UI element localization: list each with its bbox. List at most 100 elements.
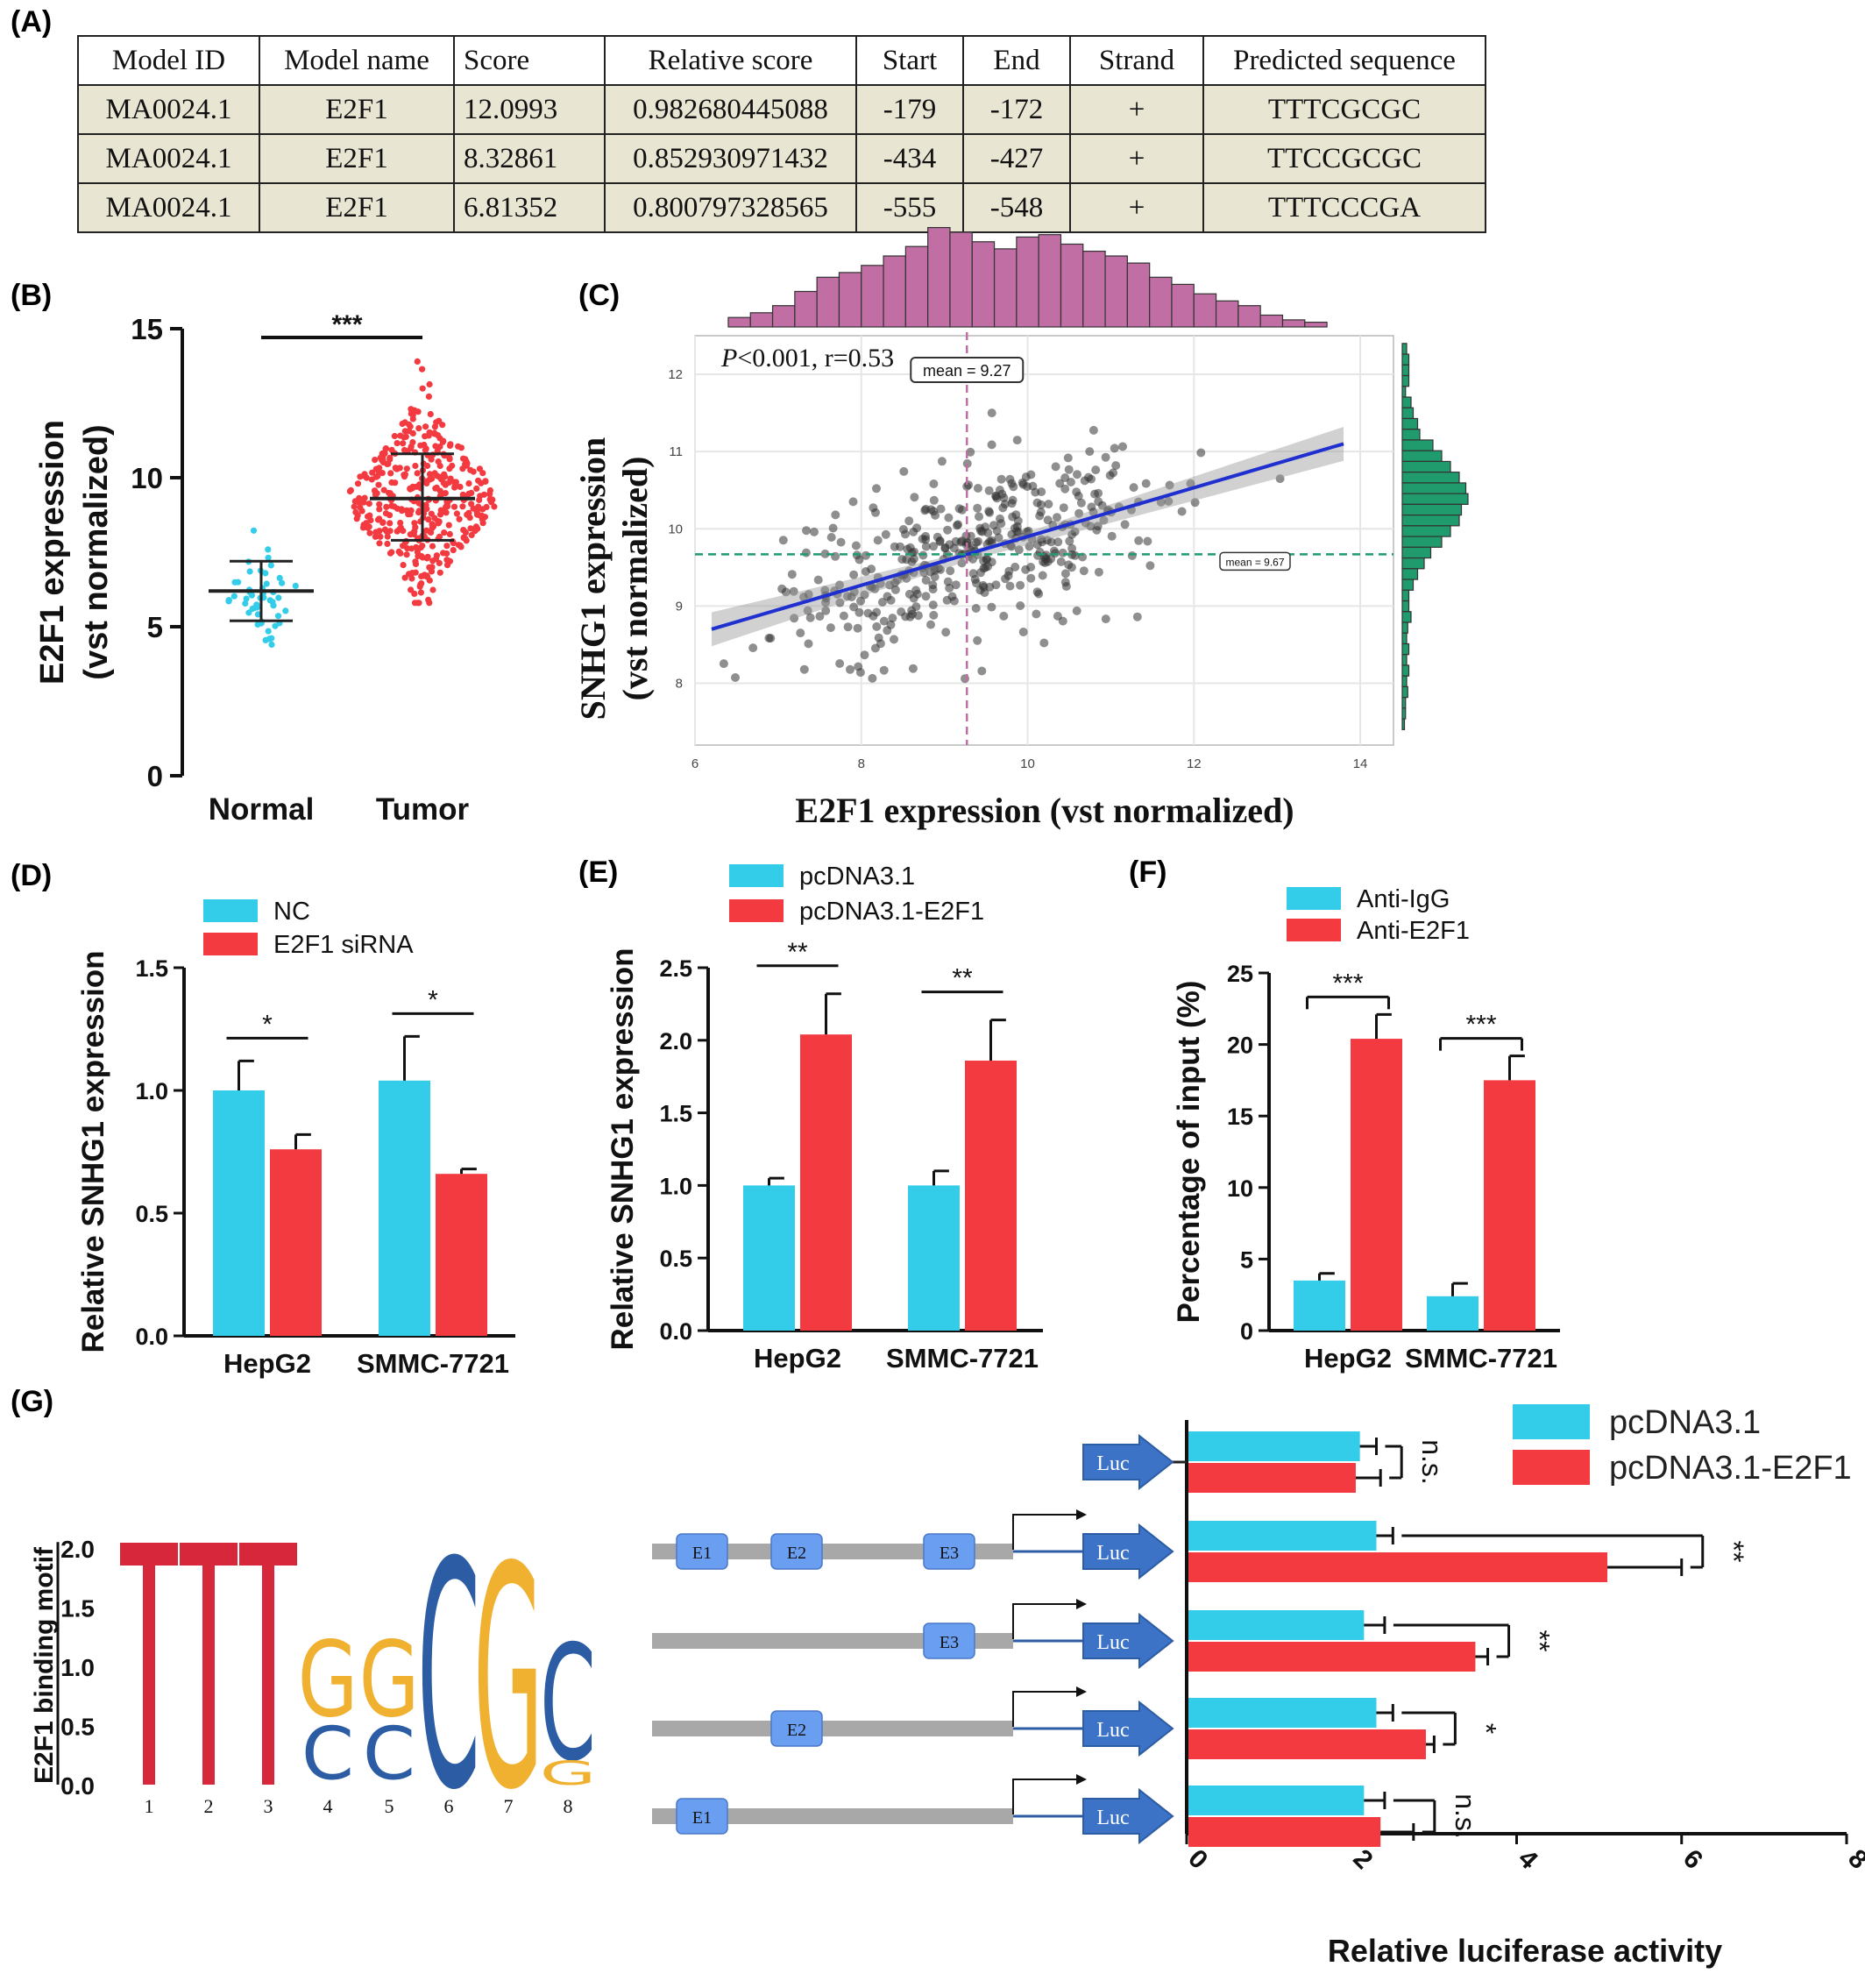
binding-element [923,1533,975,1570]
data-point [357,473,364,480]
significance-label: * [262,1010,273,1039]
logo-letter-g: G [540,1755,597,1793]
data-point [377,533,384,540]
data-point [1141,479,1151,488]
data-point [826,533,836,542]
x-tick-label: 6 [1677,1844,1708,1875]
data-point [978,580,988,590]
significance-label: n.s. [1450,1793,1481,1839]
data-point [984,507,994,516]
data-point [1079,566,1089,576]
data-point [375,481,382,488]
histogram-bar-right [1401,621,1408,634]
table-cell: TTCCGCGC [1202,133,1486,184]
data-point [449,462,456,469]
data-point [368,476,375,483]
data-point [821,606,831,615]
data-point [275,594,282,601]
data-point [412,462,419,470]
histogram-bar-right [1401,685,1408,699]
data-point [282,607,289,614]
data-point [442,481,449,488]
binding-element [923,1622,975,1659]
data-point [868,673,877,683]
logo-letter-t [239,1543,297,1566]
binding-element [676,1798,728,1835]
data-point [943,525,953,535]
y-tick-label: 10 [668,522,683,536]
data-point [272,622,279,629]
panel-label-d: (D) [11,859,53,892]
data-point [400,440,407,447]
data-point [879,616,889,626]
panel-label-g: (G) [11,1385,54,1418]
data-point [949,543,959,553]
data-point [292,582,299,590]
data-point [1275,474,1285,484]
data-point [936,504,946,514]
data-point [897,555,907,564]
data-point [854,662,863,671]
y-tick-label: 10 [131,462,163,494]
data-point [376,528,383,535]
data-point [383,503,390,511]
data-point [421,441,428,449]
data-point [408,406,415,413]
data-point [869,611,878,621]
data-point [904,516,914,526]
data-point [381,526,389,533]
data-point [266,635,273,643]
data-point [425,516,432,523]
data-point [429,564,436,571]
data-point [426,476,433,483]
histogram-bar-right [1401,611,1412,623]
binding-element-label: E3 [940,1544,959,1563]
data-point [375,468,382,475]
y-tick-label: 0.5 [135,1201,168,1227]
data-point [386,528,394,535]
histogram-bar-right [1401,546,1432,559]
data-point [491,503,498,510]
data-point [1018,628,1028,636]
data-point [790,614,799,623]
data-point [984,486,994,495]
data-point [870,643,880,653]
data-point [268,641,275,649]
y-tick-label: 0 [147,760,163,792]
legend-label: pcDNA3.1-E2F1 [799,898,984,926]
histogram-bar-top [861,265,884,328]
data-point [445,557,452,564]
y-tick-label: 12 [668,367,683,382]
data-point [250,527,258,534]
histogram-bar-right [1401,493,1469,505]
data-point [235,579,242,586]
histogram-bar-top [927,227,951,328]
data-point [401,471,408,478]
y-tick-label: 8 [676,677,683,692]
histogram-bar-top [904,245,929,328]
data-point [929,495,939,505]
x-tick-label: Tumor [376,792,470,827]
data-point [1094,567,1103,577]
legend-swatch [1287,919,1341,941]
data-point [406,421,413,428]
legend-swatch [729,864,784,887]
data-point [943,577,953,586]
promoter-fragment [652,1633,1013,1649]
table-cell: -172 [962,84,1071,135]
data-point [981,522,990,532]
data-point [789,586,798,596]
data-point [426,380,433,388]
logo-letter-c: C [540,1611,596,1796]
histogram-bar-top [749,312,774,328]
mean-y-box [1219,551,1291,572]
data-point [376,506,383,513]
histogram-bar-top [1304,322,1328,328]
legend-swatch [203,899,258,922]
data-point [731,673,740,682]
histogram-bar-right [1401,429,1421,441]
data-point [414,549,421,556]
data-point [1039,638,1049,648]
significance-label: *** [331,310,362,339]
data-point [407,531,414,538]
